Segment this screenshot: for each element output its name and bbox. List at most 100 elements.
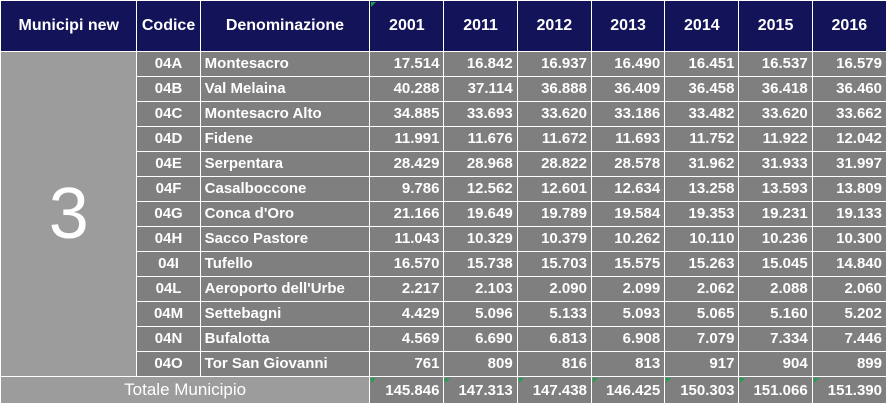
population-value: 5.093 <box>590 301 666 327</box>
population-value: 13.258 <box>664 176 740 202</box>
population-value: 33.482 <box>664 101 740 127</box>
population-value: 899 <box>811 351 887 377</box>
population-value: 11.991 <box>369 126 445 152</box>
zone-name: Sacco Pastore <box>199 226 371 252</box>
population-value: 14.840 <box>811 251 887 277</box>
header-year: 2012 <box>516 0 592 52</box>
population-value: 813 <box>590 351 666 377</box>
header-row: Municipi new Codice Denominazione 2001 2… <box>0 0 887 52</box>
zone-name: Bufalotta <box>199 326 371 352</box>
population-value: 19.789 <box>516 201 592 227</box>
table-row: 04I Tufello 16.570 15.738 15.703 15.575 15.263… <box>1 251 887 277</box>
population-value: 36.458 <box>664 76 740 102</box>
table-row: 04G Conca d'Oro 21.166 19.649 19.789 19.584 19… <box>1 201 887 227</box>
population-value: 33.186 <box>590 101 666 127</box>
zone-code: 04O <box>136 351 201 377</box>
population-value: 33.620 <box>516 101 592 127</box>
population-value: 19.353 <box>664 201 740 227</box>
population-value: 36.460 <box>811 76 887 102</box>
table-row: 04B Val Melaina 40.288 37.114 36.888 36.409 36… <box>1 76 887 102</box>
population-value: 10.379 <box>516 226 592 252</box>
population-value: 2.060 <box>811 276 887 302</box>
population-value: 9.786 <box>369 176 445 202</box>
population-value: 28.429 <box>369 151 445 177</box>
zone-code: 04E <box>136 151 201 177</box>
zone-name: Fidene <box>199 126 371 152</box>
population-value: 19.133 <box>811 201 887 227</box>
zone-code: 04C <box>136 101 201 127</box>
population-value: 12.634 <box>590 176 666 202</box>
population-value: 5.096 <box>443 301 518 327</box>
population-value: 16.490 <box>590 51 666 77</box>
zone-code: 04B <box>136 76 201 102</box>
table-row: 04E Serpentara 28.429 28.968 28.822 28.578 31.… <box>1 151 887 177</box>
population-value: 917 <box>664 351 740 377</box>
population-value: 11.922 <box>738 126 813 152</box>
population-value: 5.202 <box>811 301 887 327</box>
zone-code: 04I <box>136 251 201 277</box>
population-value: 33.693 <box>443 101 518 127</box>
population-value: 5.133 <box>516 301 592 327</box>
population-value: 11.676 <box>443 126 518 152</box>
population-value: 12.601 <box>516 176 592 202</box>
table-row: 04C Montesacro Alto 34.885 33.693 33.620 33.1… <box>1 101 887 127</box>
population-value: 2.088 <box>738 276 813 302</box>
population-value: 7.446 <box>811 326 887 352</box>
population-value: 10.329 <box>443 226 518 252</box>
population-value: 11.043 <box>369 226 445 252</box>
population-value: 10.300 <box>811 226 887 252</box>
total-value: 145.846 <box>369 376 445 404</box>
population-value: 40.288 <box>369 76 445 102</box>
header-denominazione: Denominazione <box>199 0 371 52</box>
header-year: 2015 <box>738 0 813 52</box>
population-value: 12.562 <box>443 176 518 202</box>
population-value: 16.570 <box>369 251 445 277</box>
table-row: 3 04A Montesacro 17.514 16.842 16.937 16.490 16… <box>0 51 887 377</box>
population-value: 16.842 <box>443 51 518 77</box>
population-value: 2.090 <box>516 276 592 302</box>
population-value: 13.809 <box>811 176 887 202</box>
header-municipi: Municipi new <box>0 0 138 52</box>
zone-code: 04N <box>136 326 201 352</box>
table-row: 04F Casalboccone 9.786 12.562 12.601 12.634 13… <box>1 176 887 202</box>
population-value: 7.079 <box>664 326 740 352</box>
population-value: 15.738 <box>443 251 518 277</box>
population-value: 5.065 <box>664 301 740 327</box>
population-value: 12.042 <box>811 126 887 152</box>
population-value: 7.334 <box>738 326 813 352</box>
population-value: 17.514 <box>369 51 445 77</box>
population-value: 28.578 <box>590 151 666 177</box>
total-label: Totale Municipio <box>0 376 371 404</box>
zone-name: Settebagni <box>199 301 371 327</box>
population-value: 761 <box>369 351 445 377</box>
population-value: 36.409 <box>590 76 666 102</box>
table-row: 04D Fidene 11.991 11.676 11.672 11.693 11.752 1… <box>1 126 887 152</box>
header-codice: Codice <box>136 0 201 52</box>
total-value: 151.390 <box>811 376 887 404</box>
total-value: 147.438 <box>516 376 592 404</box>
population-value: 28.968 <box>443 151 518 177</box>
population-value: 10.236 <box>738 226 813 252</box>
population-value: 2.217 <box>369 276 445 302</box>
population-value: 10.110 <box>664 226 740 252</box>
population-value: 6.813 <box>516 326 592 352</box>
table-row: 04H Sacco Pastore 11.043 10.329 10.379 10.262… <box>1 226 887 252</box>
population-value: 16.937 <box>516 51 592 77</box>
zone-code: 04D <box>136 126 201 152</box>
header-year: 2013 <box>590 0 666 52</box>
population-value: 34.885 <box>369 101 445 127</box>
population-value: 5.160 <box>738 301 813 327</box>
population-value: 31.997 <box>811 151 887 177</box>
total-value: 151.066 <box>738 376 813 404</box>
zone-code: 04L <box>136 276 201 302</box>
population-value: 809 <box>443 351 518 377</box>
header-year: 2011 <box>443 0 518 52</box>
population-value: 15.575 <box>590 251 666 277</box>
population-value: 16.537 <box>738 51 813 77</box>
population-value: 904 <box>738 351 813 377</box>
population-value: 15.263 <box>664 251 740 277</box>
zone-code: 04H <box>136 226 201 252</box>
population-value: 36.418 <box>738 76 813 102</box>
zone-name: Casalboccone <box>199 176 371 202</box>
total-row: Totale Municipio 145.846 147.313 147.438… <box>0 376 887 404</box>
